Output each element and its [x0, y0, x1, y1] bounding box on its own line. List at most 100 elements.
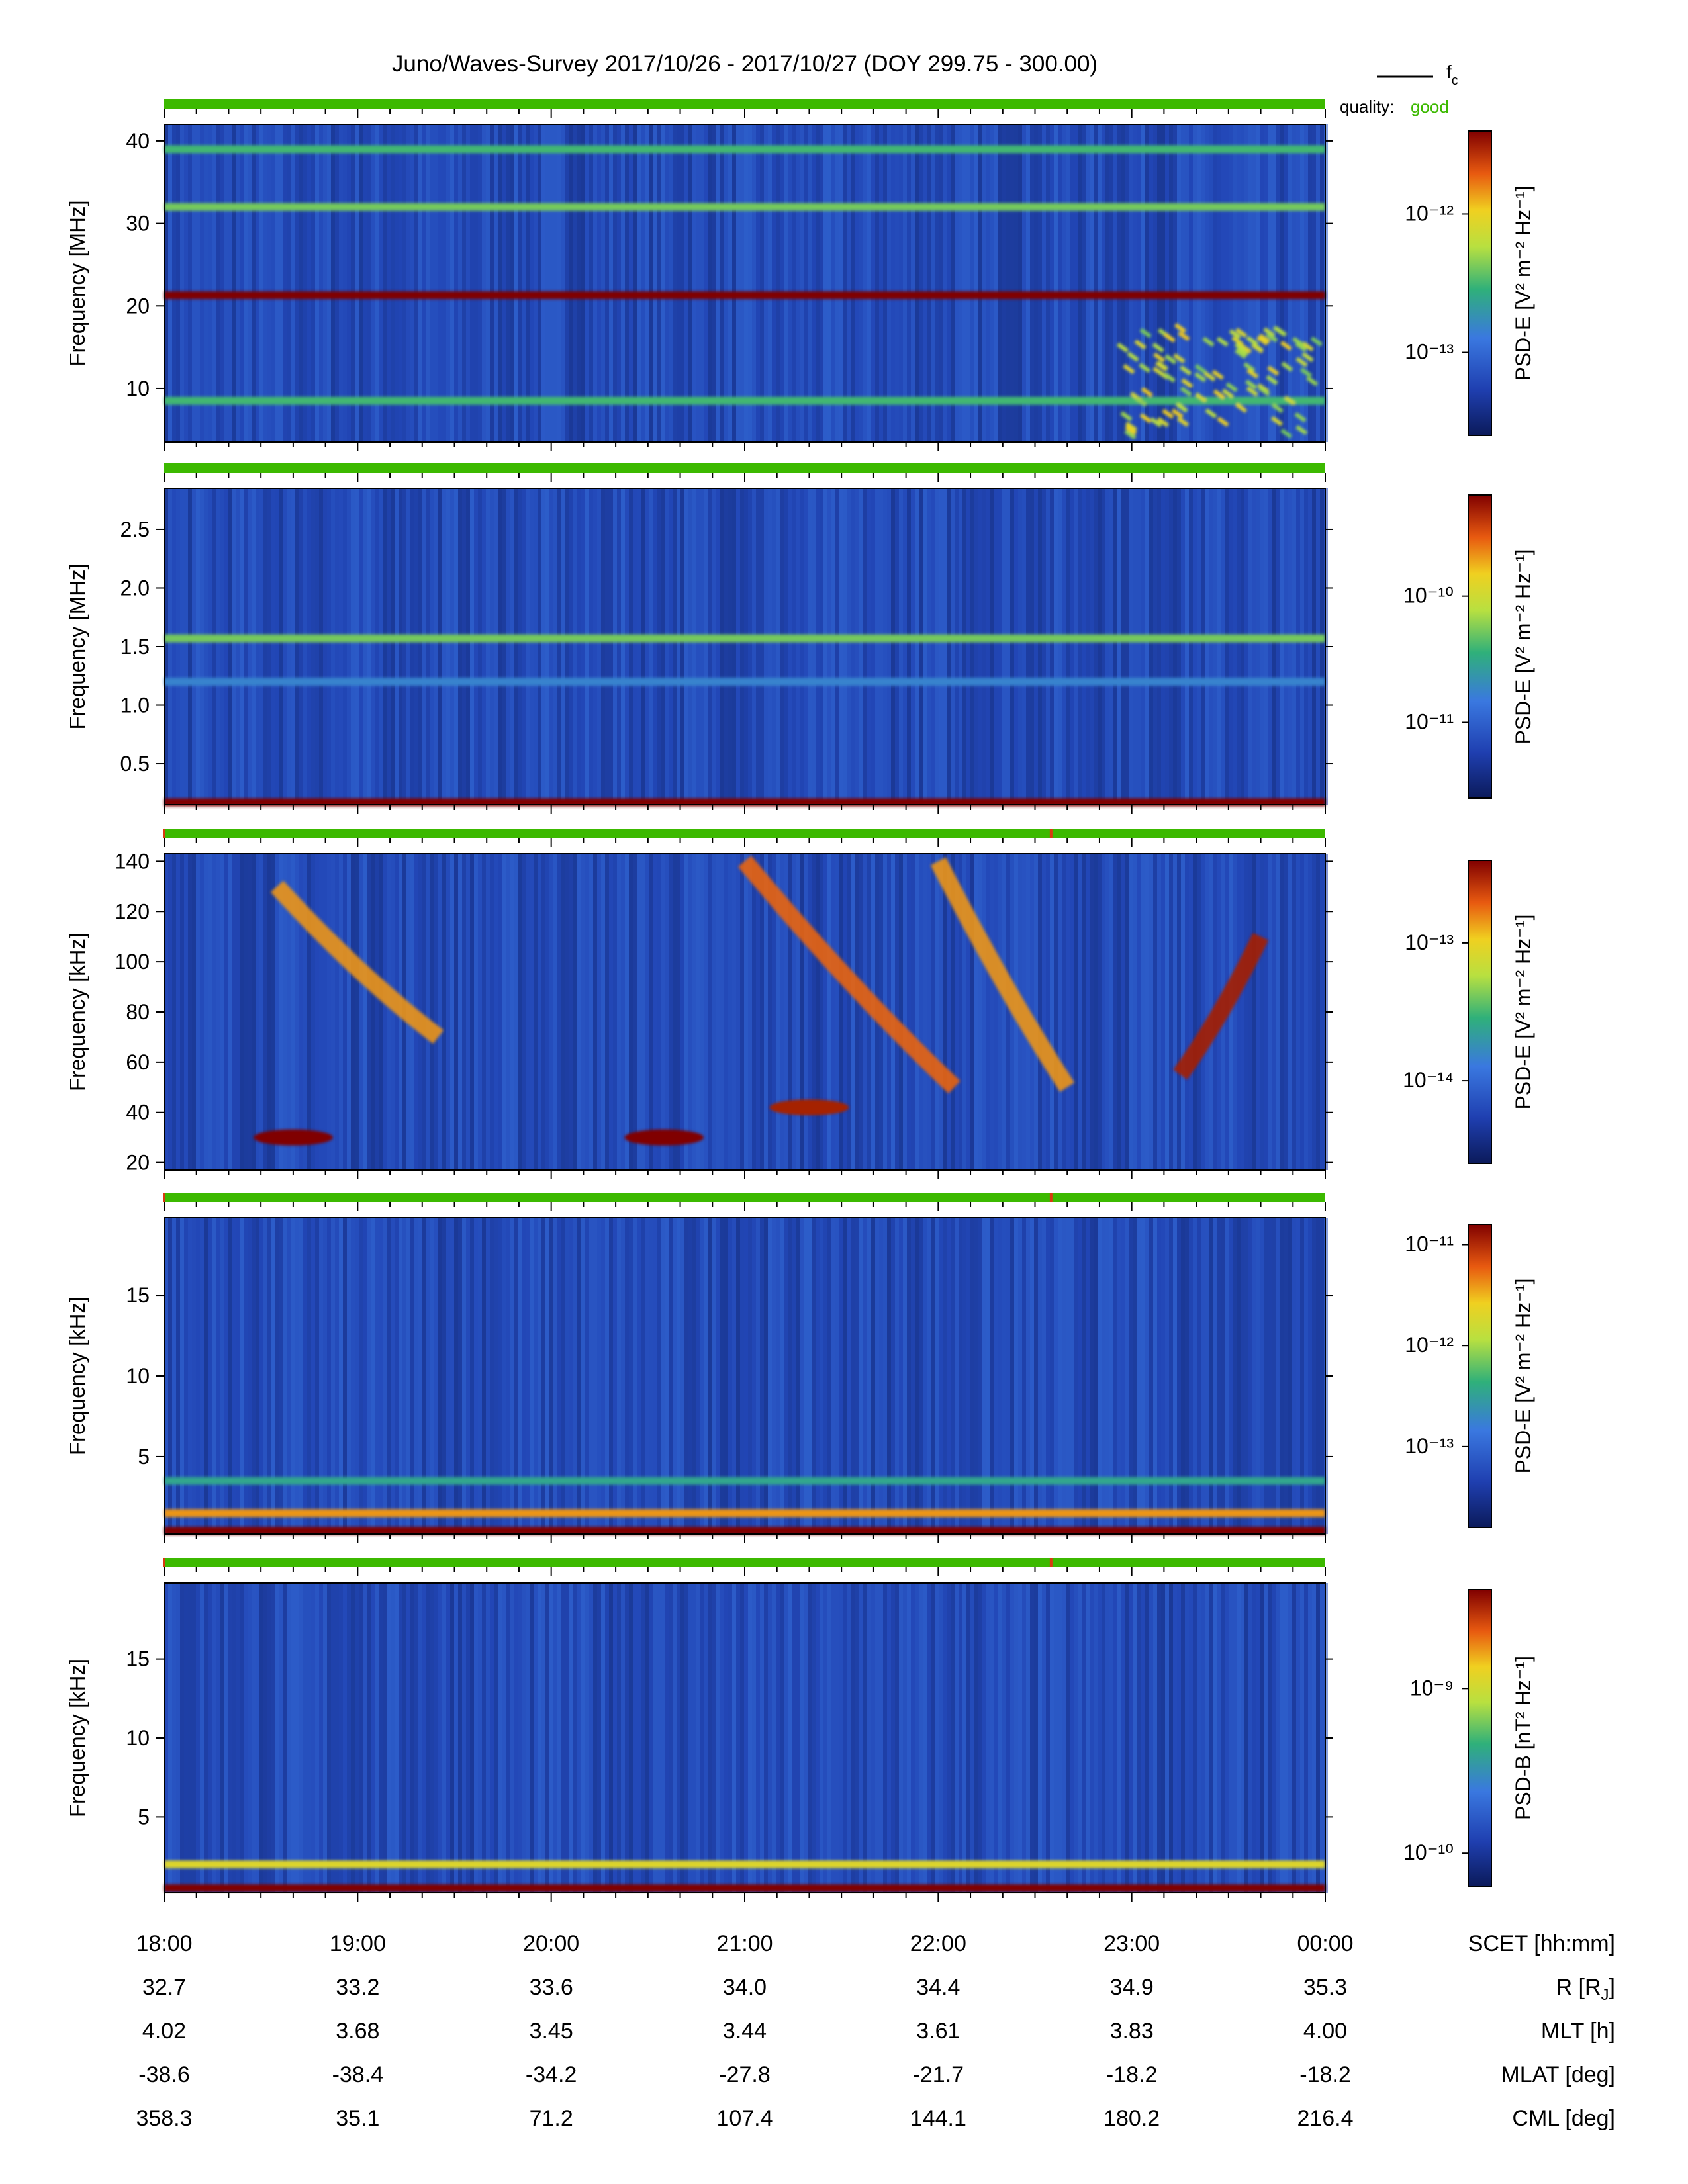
emission-arc	[930, 857, 1075, 1092]
x-table-value: 21:00	[716, 1931, 773, 1956]
colorbar-3: 10⁻¹³ 10⁻¹⁴ PSD-E [V² m⁻² Hz⁻¹]	[1403, 860, 1535, 1164]
y-tick-label: 20	[126, 294, 150, 318]
burst-streak	[1176, 416, 1190, 427]
burst-streak	[1284, 395, 1296, 406]
burst-streak	[1239, 343, 1252, 354]
x-table-value: 34.0	[723, 1975, 767, 2000]
burst-streak	[1246, 368, 1259, 379]
colorbar-tick-label: 10⁻¹³	[1405, 1434, 1454, 1458]
x-table-value: 34.9	[1110, 1975, 1154, 2000]
burst-streak	[1234, 342, 1246, 353]
colorbar-tick-label: 10⁻⁹	[1410, 1676, 1454, 1700]
burst-streak	[1213, 389, 1225, 400]
x-table-value: 180.2	[1103, 2106, 1160, 2131]
quality-legend-value: good	[1411, 97, 1449, 116]
burst-streak	[1217, 416, 1229, 427]
spectrogram-texture	[164, 488, 1328, 805]
y-tick-label: 140	[115, 849, 150, 873]
spectrogram-features	[164, 145, 1325, 440]
quality-legend-label: quality:	[1340, 97, 1394, 116]
colorbar-tick-label: 10⁻¹¹	[1405, 710, 1454, 734]
colorbar-label: PSD-E [V² m⁻² Hz⁻¹]	[1511, 185, 1535, 381]
spectrogram-panel-5: 5 10 15 Frequency [kHz] 10⁻⁹ 10⁻¹⁰ PSD-B [nT² …	[65, 1558, 1535, 1902]
y-tick-label: 40	[126, 1101, 150, 1124]
burst-streak	[1243, 362, 1256, 373]
burst-streak	[1280, 340, 1293, 351]
burst-streak	[1300, 367, 1313, 378]
burst-streak	[1156, 361, 1169, 371]
burst-streak	[1301, 352, 1314, 363]
colorbar-gradient	[1468, 130, 1492, 436]
y-tick-label: 120	[115, 899, 150, 923]
burst-streak	[1280, 428, 1293, 439]
spectrogram-features	[253, 856, 1269, 1146]
burst-streak	[1281, 361, 1293, 372]
burst-streak	[1258, 333, 1271, 344]
emission-band	[164, 396, 1325, 405]
emission-blob	[769, 1099, 849, 1116]
burst-streak	[1127, 351, 1139, 362]
emission-band	[164, 145, 1325, 154]
quality-flag	[163, 829, 165, 838]
x-table-value: 3.68	[336, 2019, 379, 2044]
quality-flag	[1049, 1193, 1053, 1202]
burst-streak	[1139, 413, 1152, 424]
burst-streak	[1176, 402, 1188, 413]
burst-streak	[1295, 341, 1307, 352]
spectrogram-features	[164, 634, 1325, 807]
quality-flag	[1049, 1558, 1053, 1567]
burst-streak	[1266, 375, 1278, 385]
x-table-value: 23:00	[1103, 1931, 1160, 1956]
y-tick-label: 10	[126, 1364, 150, 1388]
burst-streak	[1162, 408, 1174, 419]
burst-streak	[1141, 387, 1153, 398]
burst-streak	[1195, 392, 1207, 403]
quality-flag	[163, 1558, 165, 1567]
burst-streak	[1294, 412, 1307, 423]
x-table-value: 34.4	[916, 1975, 960, 2000]
x-table-value: 3.83	[1110, 2019, 1154, 2044]
colorbar-5: 10⁻⁹ 10⁻¹⁰ PSD-B [nT² Hz⁻¹]	[1403, 1589, 1535, 1887]
quality-bar	[164, 1558, 1325, 1567]
x-table-value: 32.7	[142, 1975, 186, 2000]
y-tick-label: 5	[138, 1805, 150, 1829]
spectrogram-panel-1: 10 20 30 40 Frequency [MHz] 10⁻¹² 10⁻¹³ PSD-E […	[65, 99, 1535, 451]
burst-streak	[1266, 332, 1278, 343]
burst-streak	[1139, 328, 1152, 338]
y-tick-label: 15	[126, 1283, 150, 1307]
burst-streak	[1295, 357, 1308, 367]
emission-blob	[624, 1129, 704, 1146]
emission-band	[164, 1860, 1325, 1868]
burst-streak	[1174, 323, 1187, 334]
burst-streak	[1295, 425, 1308, 435]
x-table-value: -38.6	[138, 2062, 190, 2087]
burst-streak	[1234, 349, 1247, 359]
burst-streak	[1221, 388, 1234, 399]
burst-streak	[1173, 353, 1186, 364]
x-table-value: -18.2	[1299, 2062, 1351, 2087]
x-table-row-label: CML [deg]	[1512, 2106, 1615, 2131]
spectrogram-features	[164, 1860, 1325, 1892]
burst-streak	[1306, 376, 1319, 387]
colorbar-gradient	[1468, 1589, 1492, 1887]
burst-streak	[1180, 387, 1192, 397]
y-tick-label: 20	[126, 1151, 150, 1175]
colorbar-tick-label: 10⁻¹¹	[1405, 1232, 1454, 1256]
burst-streak	[1235, 328, 1248, 338]
burst-streak	[1135, 396, 1147, 407]
spectrogram-texture	[164, 854, 1328, 1170]
x-table-value: 216.4	[1297, 2106, 1353, 2131]
burst-streak	[1120, 411, 1133, 422]
quality-flag	[1049, 829, 1053, 838]
y-tick-label: 40	[126, 129, 150, 153]
x-table-value: 33.2	[336, 1975, 379, 2000]
colorbar-label: PSD-E [V² m⁻² Hz⁻¹]	[1511, 914, 1535, 1109]
x-table-value: -27.8	[719, 2062, 771, 2087]
colorbar-tick-label: 10⁻¹⁰	[1403, 1841, 1454, 1864]
burst-streak	[1245, 379, 1258, 390]
colorbar-tick-label: 10⁻¹²	[1405, 1333, 1454, 1357]
emission-arc	[270, 880, 444, 1044]
emission-band	[164, 1509, 1325, 1518]
